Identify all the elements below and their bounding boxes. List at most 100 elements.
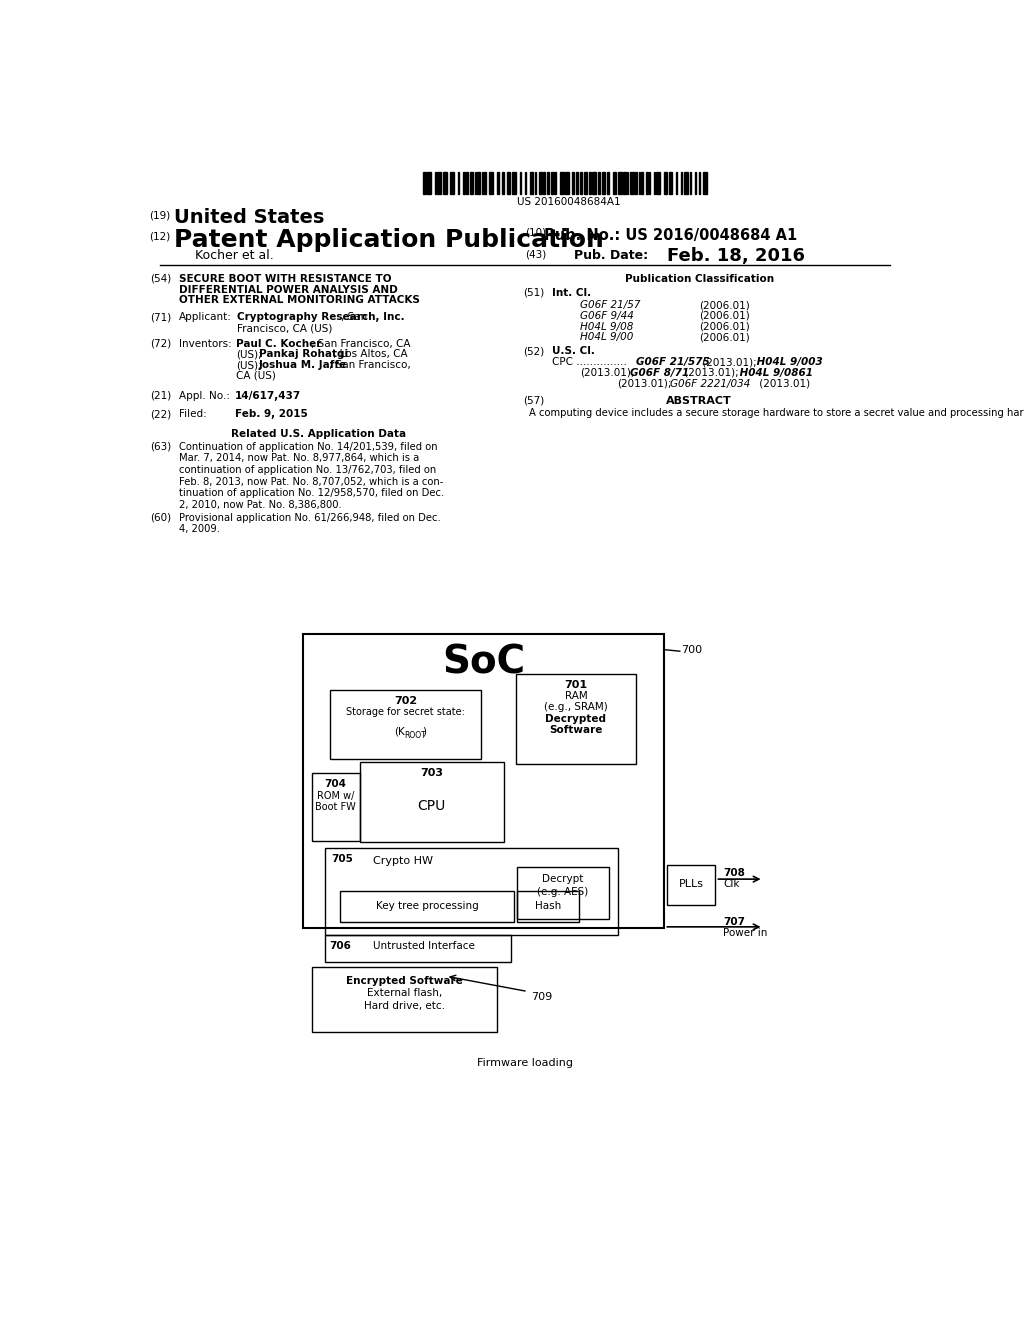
Bar — [540, 172, 542, 194]
Bar — [639, 172, 640, 194]
Bar — [423, 172, 426, 194]
Bar — [547, 172, 550, 194]
Bar — [641, 172, 643, 194]
Text: 705: 705 — [331, 854, 353, 865]
Text: Hash: Hash — [535, 900, 561, 911]
Bar — [463, 172, 465, 194]
Text: ): ) — [423, 726, 427, 737]
Text: (21): (21) — [151, 391, 171, 401]
Text: Joshua M. Jaffe: Joshua M. Jaffe — [259, 360, 347, 370]
Bar — [466, 172, 468, 194]
Text: (2013.01);: (2013.01); — [699, 358, 757, 367]
Text: Decrypt: Decrypt — [542, 874, 584, 884]
Bar — [560, 172, 563, 194]
Text: (2013.01): (2013.01) — [756, 379, 810, 388]
Bar — [653, 172, 655, 194]
Text: Patent Application Publication: Patent Application Publication — [174, 227, 604, 252]
Text: Pub. Date:: Pub. Date: — [574, 249, 648, 263]
Bar — [340, 891, 514, 923]
Text: G06F 21/57: G06F 21/57 — [580, 300, 640, 310]
Bar — [656, 172, 660, 194]
Text: 703: 703 — [420, 768, 443, 779]
Text: H04L 9/003: H04L 9/003 — [753, 358, 822, 367]
Bar — [575, 172, 578, 194]
Text: (51): (51) — [523, 288, 544, 298]
Text: , San Francisco, CA: , San Francisco, CA — [311, 339, 411, 348]
Text: Filed:: Filed: — [179, 409, 207, 420]
Text: H04L 9/0861: H04L 9/0861 — [736, 368, 813, 378]
Text: Cryptography Research, Inc.: Cryptography Research, Inc. — [238, 313, 404, 322]
Bar — [325, 935, 511, 962]
Bar — [698, 172, 699, 194]
Bar — [572, 172, 574, 194]
Text: Pub. No.: US 2016/0048684 A1: Pub. No.: US 2016/0048684 A1 — [544, 227, 798, 243]
Text: Int. Cl.: Int. Cl. — [552, 288, 591, 298]
Text: (72): (72) — [151, 339, 171, 348]
Text: Kocher et al.: Kocher et al. — [196, 249, 274, 263]
Text: PLLs: PLLs — [679, 879, 703, 890]
Bar — [517, 867, 608, 919]
Text: External flash,: External flash, — [367, 989, 442, 998]
Text: (63): (63) — [151, 442, 171, 451]
Text: United States: United States — [174, 209, 325, 227]
Bar — [703, 172, 708, 194]
Bar — [443, 172, 446, 194]
Bar — [551, 172, 553, 194]
Text: H04L 9/08: H04L 9/08 — [580, 322, 633, 331]
Text: (2006.01): (2006.01) — [699, 322, 750, 331]
Text: Appl. No.:: Appl. No.: — [179, 391, 230, 401]
Text: (54): (54) — [151, 275, 171, 284]
Text: (US);: (US); — [236, 360, 261, 370]
Bar — [524, 172, 526, 194]
Text: 708: 708 — [723, 869, 745, 878]
Text: 704: 704 — [325, 779, 347, 789]
Bar — [690, 172, 691, 194]
Bar — [684, 172, 688, 194]
Bar — [503, 172, 505, 194]
Text: G06F 9/44: G06F 9/44 — [580, 312, 634, 321]
Bar — [470, 172, 472, 194]
Text: (2013.01);: (2013.01); — [681, 368, 739, 378]
Bar — [668, 866, 716, 906]
Text: 700: 700 — [681, 645, 702, 655]
Bar — [618, 172, 622, 194]
Text: G06F 8/71: G06F 8/71 — [630, 368, 689, 378]
Bar — [592, 172, 596, 194]
Text: CA (US): CA (US) — [236, 371, 275, 381]
Text: (10): (10) — [524, 227, 546, 238]
Text: (19): (19) — [150, 211, 171, 220]
Text: (12): (12) — [150, 231, 171, 242]
Bar — [529, 172, 534, 194]
Text: OTHER EXTERNAL MONITORING ATTACKS: OTHER EXTERNAL MONITORING ATTACKS — [179, 296, 420, 305]
Text: Crypto HW: Crypto HW — [373, 855, 433, 866]
Bar — [631, 172, 634, 194]
Bar — [489, 172, 493, 194]
Text: U.S. Cl.: U.S. Cl. — [552, 346, 595, 356]
Text: G06F 21/575: G06F 21/575 — [636, 358, 710, 367]
Text: Feb. 18, 2016: Feb. 18, 2016 — [668, 247, 806, 265]
Bar — [676, 172, 677, 194]
Text: DIFFERENTIAL POWER ANALYSIS AND: DIFFERENTIAL POWER ANALYSIS AND — [179, 285, 398, 294]
Text: 14/617,437: 14/617,437 — [234, 391, 301, 401]
Text: US 20160048684A1: US 20160048684A1 — [517, 197, 621, 207]
Text: Paul C. Kocher: Paul C. Kocher — [236, 339, 322, 348]
Text: Untrusted Interface: Untrusted Interface — [373, 941, 475, 950]
Bar — [681, 172, 682, 194]
Bar — [515, 675, 636, 763]
Text: (71): (71) — [151, 313, 171, 322]
Bar — [477, 172, 479, 194]
Text: SoC: SoC — [442, 644, 525, 681]
Text: , San: , San — [238, 313, 368, 322]
Text: G06F 2221/034: G06F 2221/034 — [670, 379, 751, 388]
Text: Francisco, CA (US): Francisco, CA (US) — [238, 323, 333, 333]
Text: Power in: Power in — [723, 928, 768, 937]
Bar — [484, 172, 485, 194]
Text: ROOT: ROOT — [403, 730, 426, 739]
Text: , San Francisco,: , San Francisco, — [329, 360, 411, 370]
Text: (52): (52) — [523, 346, 544, 356]
Text: Decrypted: Decrypted — [546, 714, 606, 725]
Text: 709: 709 — [531, 991, 552, 1002]
Text: Hard drive, etc.: Hard drive, etc. — [365, 1001, 445, 1011]
Bar — [598, 172, 600, 194]
Bar — [451, 172, 454, 194]
